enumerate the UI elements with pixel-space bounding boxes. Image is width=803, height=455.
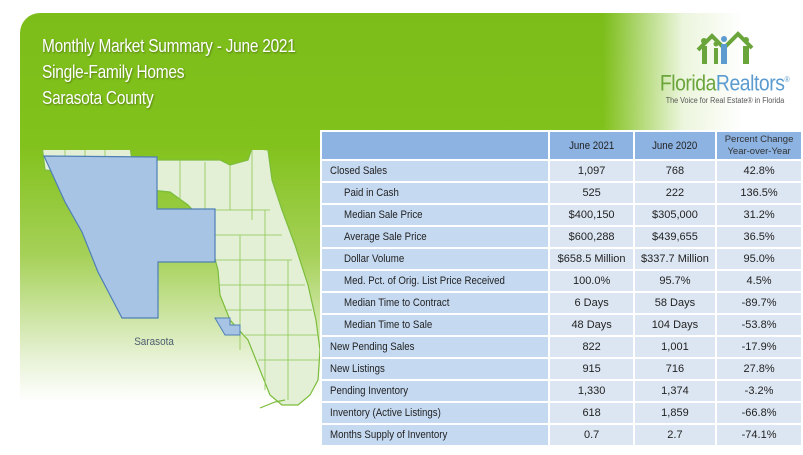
- cell-percent-change: -66.8%: [717, 403, 801, 423]
- cell-percent-change: 4.5%: [717, 271, 801, 291]
- table-row: Median Time to Sale 48 Days 104 Days -53.8%: [322, 315, 801, 335]
- page-title: Monthly Market Summary - June 2021 Singl…: [42, 33, 337, 111]
- table-row: New Listings 915 716 27.8%: [322, 359, 801, 379]
- cell-june-2021: 915: [550, 359, 633, 379]
- row-label: Pending Inventory: [322, 381, 549, 401]
- logo-wordmark: FloridaRealtors®: [660, 68, 790, 96]
- florida-realtors-logo: FloridaRealtors® The Voice for Real Esta…: [650, 28, 800, 105]
- row-label: New Pending Sales: [322, 337, 549, 357]
- header-percent-change: Percent Change Year-over-Year: [717, 132, 801, 159]
- cell-june-2021: 100.0%: [550, 271, 633, 291]
- table-row: Median Time to Contract 6 Days 58 Days -89.…: [322, 293, 801, 313]
- row-label: Median Time to Contract: [322, 293, 549, 313]
- table-row: Months Supply of Inventory 0.7 2.7 -74.1%: [322, 425, 801, 445]
- title-line-3: Sarasota County: [42, 88, 154, 108]
- cell-june-2021: $600,288: [550, 227, 633, 247]
- cell-june-2020: 1,001: [634, 337, 716, 357]
- logo-tagline: The Voice for Real Estate® in Florida: [665, 96, 785, 106]
- cell-june-2020: $439,655: [634, 227, 716, 247]
- cell-percent-change: -74.1%: [717, 425, 801, 445]
- table-row: New Pending Sales 822 1,001 -17.9%: [322, 337, 801, 357]
- cell-june-2020: 1,859: [634, 403, 716, 423]
- cell-june-2021: $658.5 Million: [550, 249, 633, 269]
- cell-june-2020: 1,374: [634, 381, 716, 401]
- houses-people-icon: [696, 31, 754, 64]
- row-label: Inventory (Active Listings): [322, 403, 549, 423]
- market-summary-table: June 2021 June 2020 Percent Change Year-o…: [320, 130, 803, 447]
- cell-june-2021: 48 Days: [550, 315, 633, 335]
- cell-percent-change: -17.9%: [717, 337, 801, 357]
- cell-june-2020: 768: [634, 161, 716, 181]
- header-june-2021: June 2021: [550, 132, 633, 159]
- header-june-2021-text: June 2021: [569, 139, 615, 152]
- cell-june-2020: 2.7: [634, 425, 716, 445]
- sarasota-small-highlight: [214, 317, 241, 336]
- florida-county-map: [41, 150, 320, 409]
- header-june-2020: June 2020: [634, 132, 716, 159]
- title-line-1: Monthly Market Summary - June 2021: [42, 36, 296, 56]
- cell-percent-change: 95.0%: [717, 249, 801, 269]
- row-label: Median Time to Sale: [322, 315, 549, 335]
- row-label: New Listings: [322, 359, 549, 379]
- cell-percent-change: 27.8%: [717, 359, 801, 379]
- cell-percent-change: 136.5%: [717, 183, 801, 203]
- table-row: Pending Inventory 1,330 1,374 -3.2%: [322, 381, 801, 401]
- cell-june-2021: 6 Days: [550, 293, 633, 313]
- header-percent-change-line2: Year-over-Year: [727, 145, 791, 157]
- table-row: Average Sale Price $600,288 $439,655 36.5%: [322, 227, 801, 247]
- cell-percent-change: -89.7%: [717, 293, 801, 313]
- row-label: Paid in Cash: [322, 183, 549, 203]
- cell-june-2020: 95.7%: [634, 271, 716, 291]
- title-line-2: Single-Family Homes: [42, 62, 185, 82]
- table-row: Closed Sales 1,097 768 42.8%: [322, 161, 801, 181]
- cell-percent-change: -53.8%: [717, 315, 801, 335]
- registered-mark: ®: [784, 75, 790, 84]
- cell-june-2021: 1,097: [550, 161, 633, 181]
- cell-percent-change: 36.5%: [717, 227, 801, 247]
- cell-june-2020: 58 Days: [634, 293, 716, 313]
- cell-percent-change: 31.2%: [717, 205, 801, 225]
- logo-word-florida: Florida: [660, 70, 717, 96]
- logo-word-realtors: Realtors: [716, 70, 785, 96]
- cell-june-2020: 716: [634, 359, 716, 379]
- cell-june-2021: 618: [550, 403, 633, 423]
- row-label: Months Supply of Inventory: [322, 425, 549, 445]
- cell-june-2021: 822: [550, 337, 633, 357]
- sarasota-map-label: Sarasota: [134, 336, 174, 348]
- table-row: Paid in Cash 525 222 136.5%: [322, 183, 801, 203]
- cell-percent-change: -3.2%: [717, 381, 801, 401]
- cell-june-2020: $305,000: [634, 205, 716, 225]
- row-label: Dollar Volume: [322, 249, 549, 269]
- cell-june-2021: 525: [550, 183, 633, 203]
- header-label-col: [322, 132, 549, 159]
- cell-june-2020: 104 Days: [634, 315, 716, 335]
- table-header-row: June 2021 June 2020 Percent Change Year-o…: [322, 132, 801, 159]
- row-label: Median Sale Price: [322, 205, 549, 225]
- row-label: Med. Pct. of Orig. List Price Received: [322, 271, 549, 291]
- cell-june-2021: 1,330: [550, 381, 633, 401]
- table-row: Median Sale Price $400,150 $305,000 31.2%: [322, 205, 801, 225]
- sarasota-county-inset: [43, 155, 216, 319]
- table-row: Inventory (Active Listings) 618 1,859 -66.8…: [322, 403, 801, 423]
- header-june-2020-text: June 2020: [652, 139, 698, 152]
- cell-june-2021: 0.7: [550, 425, 633, 445]
- row-label: Average Sale Price: [322, 227, 549, 247]
- header-percent-change-line1: Percent Change: [724, 133, 794, 145]
- cell-june-2020: $337.7 Million: [634, 249, 716, 269]
- cell-june-2020: 222: [634, 183, 716, 203]
- cell-june-2021: $400,150: [550, 205, 633, 225]
- cell-percent-change: 42.8%: [717, 161, 801, 181]
- table-row: Dollar Volume $658.5 Million $337.7 Millio…: [322, 249, 801, 269]
- row-label: Closed Sales: [322, 161, 549, 181]
- table-row: Med. Pct. of Orig. List Price Received 10…: [322, 271, 801, 291]
